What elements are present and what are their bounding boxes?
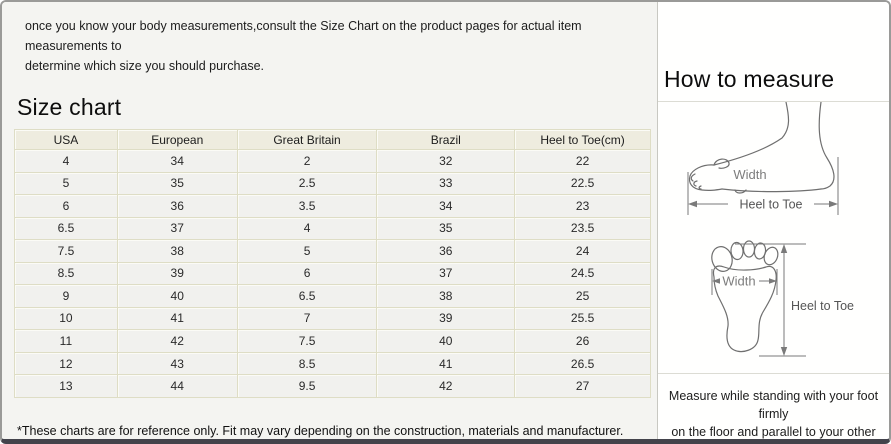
table-cell: 26 [514,329,651,353]
table-body: 4 34 2 32 22 5 35 2.5 33 22.5 6 36 3.5 34 23 6.5 37 4 35 23… [14,149,651,398]
table-cell: 9.5 [236,374,378,398]
table-cell: 5 [236,239,378,263]
sole-width-label: Width [722,274,755,289]
table-row: 5 35 2.5 33 22.5 [14,171,651,196]
table-cell: 38 [376,284,516,308]
table-cell: 9 [14,284,118,308]
table-cell: 7 [236,306,378,331]
table-cell: 26.5 [514,351,651,376]
table-cell: 32 [376,149,516,173]
table-row: 9 40 6.5 38 25 [14,284,651,308]
column-header: Brazil [376,129,516,150]
table-cell: 43 [116,351,238,376]
column-header: European [116,129,238,150]
table-cell: 7.5 [14,239,118,263]
table-cell: 33 [376,171,516,196]
table-cell: 44 [116,374,238,398]
table-cell: 27 [514,374,651,398]
table-cell: 39 [376,306,516,331]
table-cell: 42 [376,374,516,398]
table-cell: 6 [236,261,378,286]
size-chart-table: USA European Great Britain Brazil Heel to To… [14,129,651,398]
table-row: 10 41 7 39 25.5 [14,306,651,331]
table-cell: 36 [116,194,238,218]
column-header: Heel to Toe(cm) [514,129,651,150]
table-cell: 41 [376,351,516,376]
table-cell: 35 [116,171,238,196]
table-cell: 4 [14,149,118,173]
table-cell: 13 [14,374,118,398]
measure-note-line-1: Measure while standing with your foot fi… [668,389,879,422]
intro-line-2: determine which size you should purchase… [25,59,265,73]
table-cell: 7.5 [236,329,378,353]
table-row: 6.5 37 4 35 23.5 [14,216,651,241]
table-cell: 34 [376,194,516,218]
table-cell: 40 [376,329,516,353]
table-cell: 41 [116,306,238,331]
how-to-measure-title: How to measure [664,66,835,92]
table-cell: 4 [236,216,378,241]
table-row: 8.5 39 6 37 24.5 [14,261,651,286]
header-divider [658,101,889,102]
table-cell: 2.5 [236,171,378,196]
size-chart-section: once you know your body measurements,con… [2,2,657,439]
table-row: 12 43 8.5 41 26.5 [14,351,651,376]
footer-divider [658,373,889,374]
size-chart-title: Size chart [17,94,122,120]
table-cell: 3.5 [236,194,378,218]
table-cell: 24 [514,239,651,263]
column-header: USA [14,129,118,150]
column-header: Great Britain [236,129,378,150]
table-cell: 22 [514,149,651,173]
table-cell: 42 [116,329,238,353]
table-cell: 40 [116,284,238,308]
table-row: 7.5 38 5 36 24 [14,239,651,263]
foot-side-view-diagram: Width Heel to Toe [687,102,839,215]
table-row: 4 34 2 32 22 [14,149,651,173]
table-cell: 8.5 [14,261,118,286]
measurement-diagrams: Width Heel to Toe [658,102,889,373]
table-cell: 24.5 [514,261,651,286]
table-cell: 8.5 [236,351,378,376]
measure-note-line-2: on the floor and parallel to your other … [671,425,876,440]
table-cell: 6.5 [236,284,378,308]
table-cell: 35 [376,216,516,241]
table-cell: 10 [14,306,118,331]
table-cell: 39 [116,261,238,286]
table-cell: 23 [514,194,651,218]
table-cell: 34 [116,149,238,173]
table-row: 11 42 7.5 40 26 [14,329,651,353]
intro-line-1: once you know your body measurements,con… [25,19,582,53]
table-cell: 37 [376,261,516,286]
table-cell: 5 [14,171,118,196]
table-header: USA European Great Britain Brazil Heel to To… [14,129,651,150]
side-width-label: Width [733,167,766,182]
sole-heel-to-toe-label: Heel to Toe [791,299,854,313]
side-heel-to-toe-label: Heel to Toe [739,198,802,212]
table-cell: 37 [116,216,238,241]
table-cell: 12 [14,351,118,376]
table-cell: 6 [14,194,118,218]
table-cell: 11 [14,329,118,353]
table-cell: 6.5 [14,216,118,241]
header-row: USA European Great Britain Brazil Heel to To… [14,129,651,150]
intro-text: once you know your body measurements,con… [2,2,657,76]
how-to-measure-section: How to measure Width [658,2,889,439]
table-cell: 2 [236,149,378,173]
foot-sole-diagram: Width Heel to Toe [711,240,854,357]
table-cell: 36 [376,239,516,263]
vertical-divider [657,2,658,439]
reference-footnote: *These charts are for reference only. Fi… [17,424,624,438]
table-cell: 22.5 [514,171,651,196]
measure-note: Measure while standing with your foot fi… [658,374,889,440]
table-cell: 25 [514,284,651,308]
table-cell: 38 [116,239,238,263]
table-cell: 25.5 [514,306,651,331]
table-cell: 23.5 [514,216,651,241]
table-row: 6 36 3.5 34 23 [14,194,651,218]
table-row: 13 44 9.5 42 27 [14,374,651,398]
